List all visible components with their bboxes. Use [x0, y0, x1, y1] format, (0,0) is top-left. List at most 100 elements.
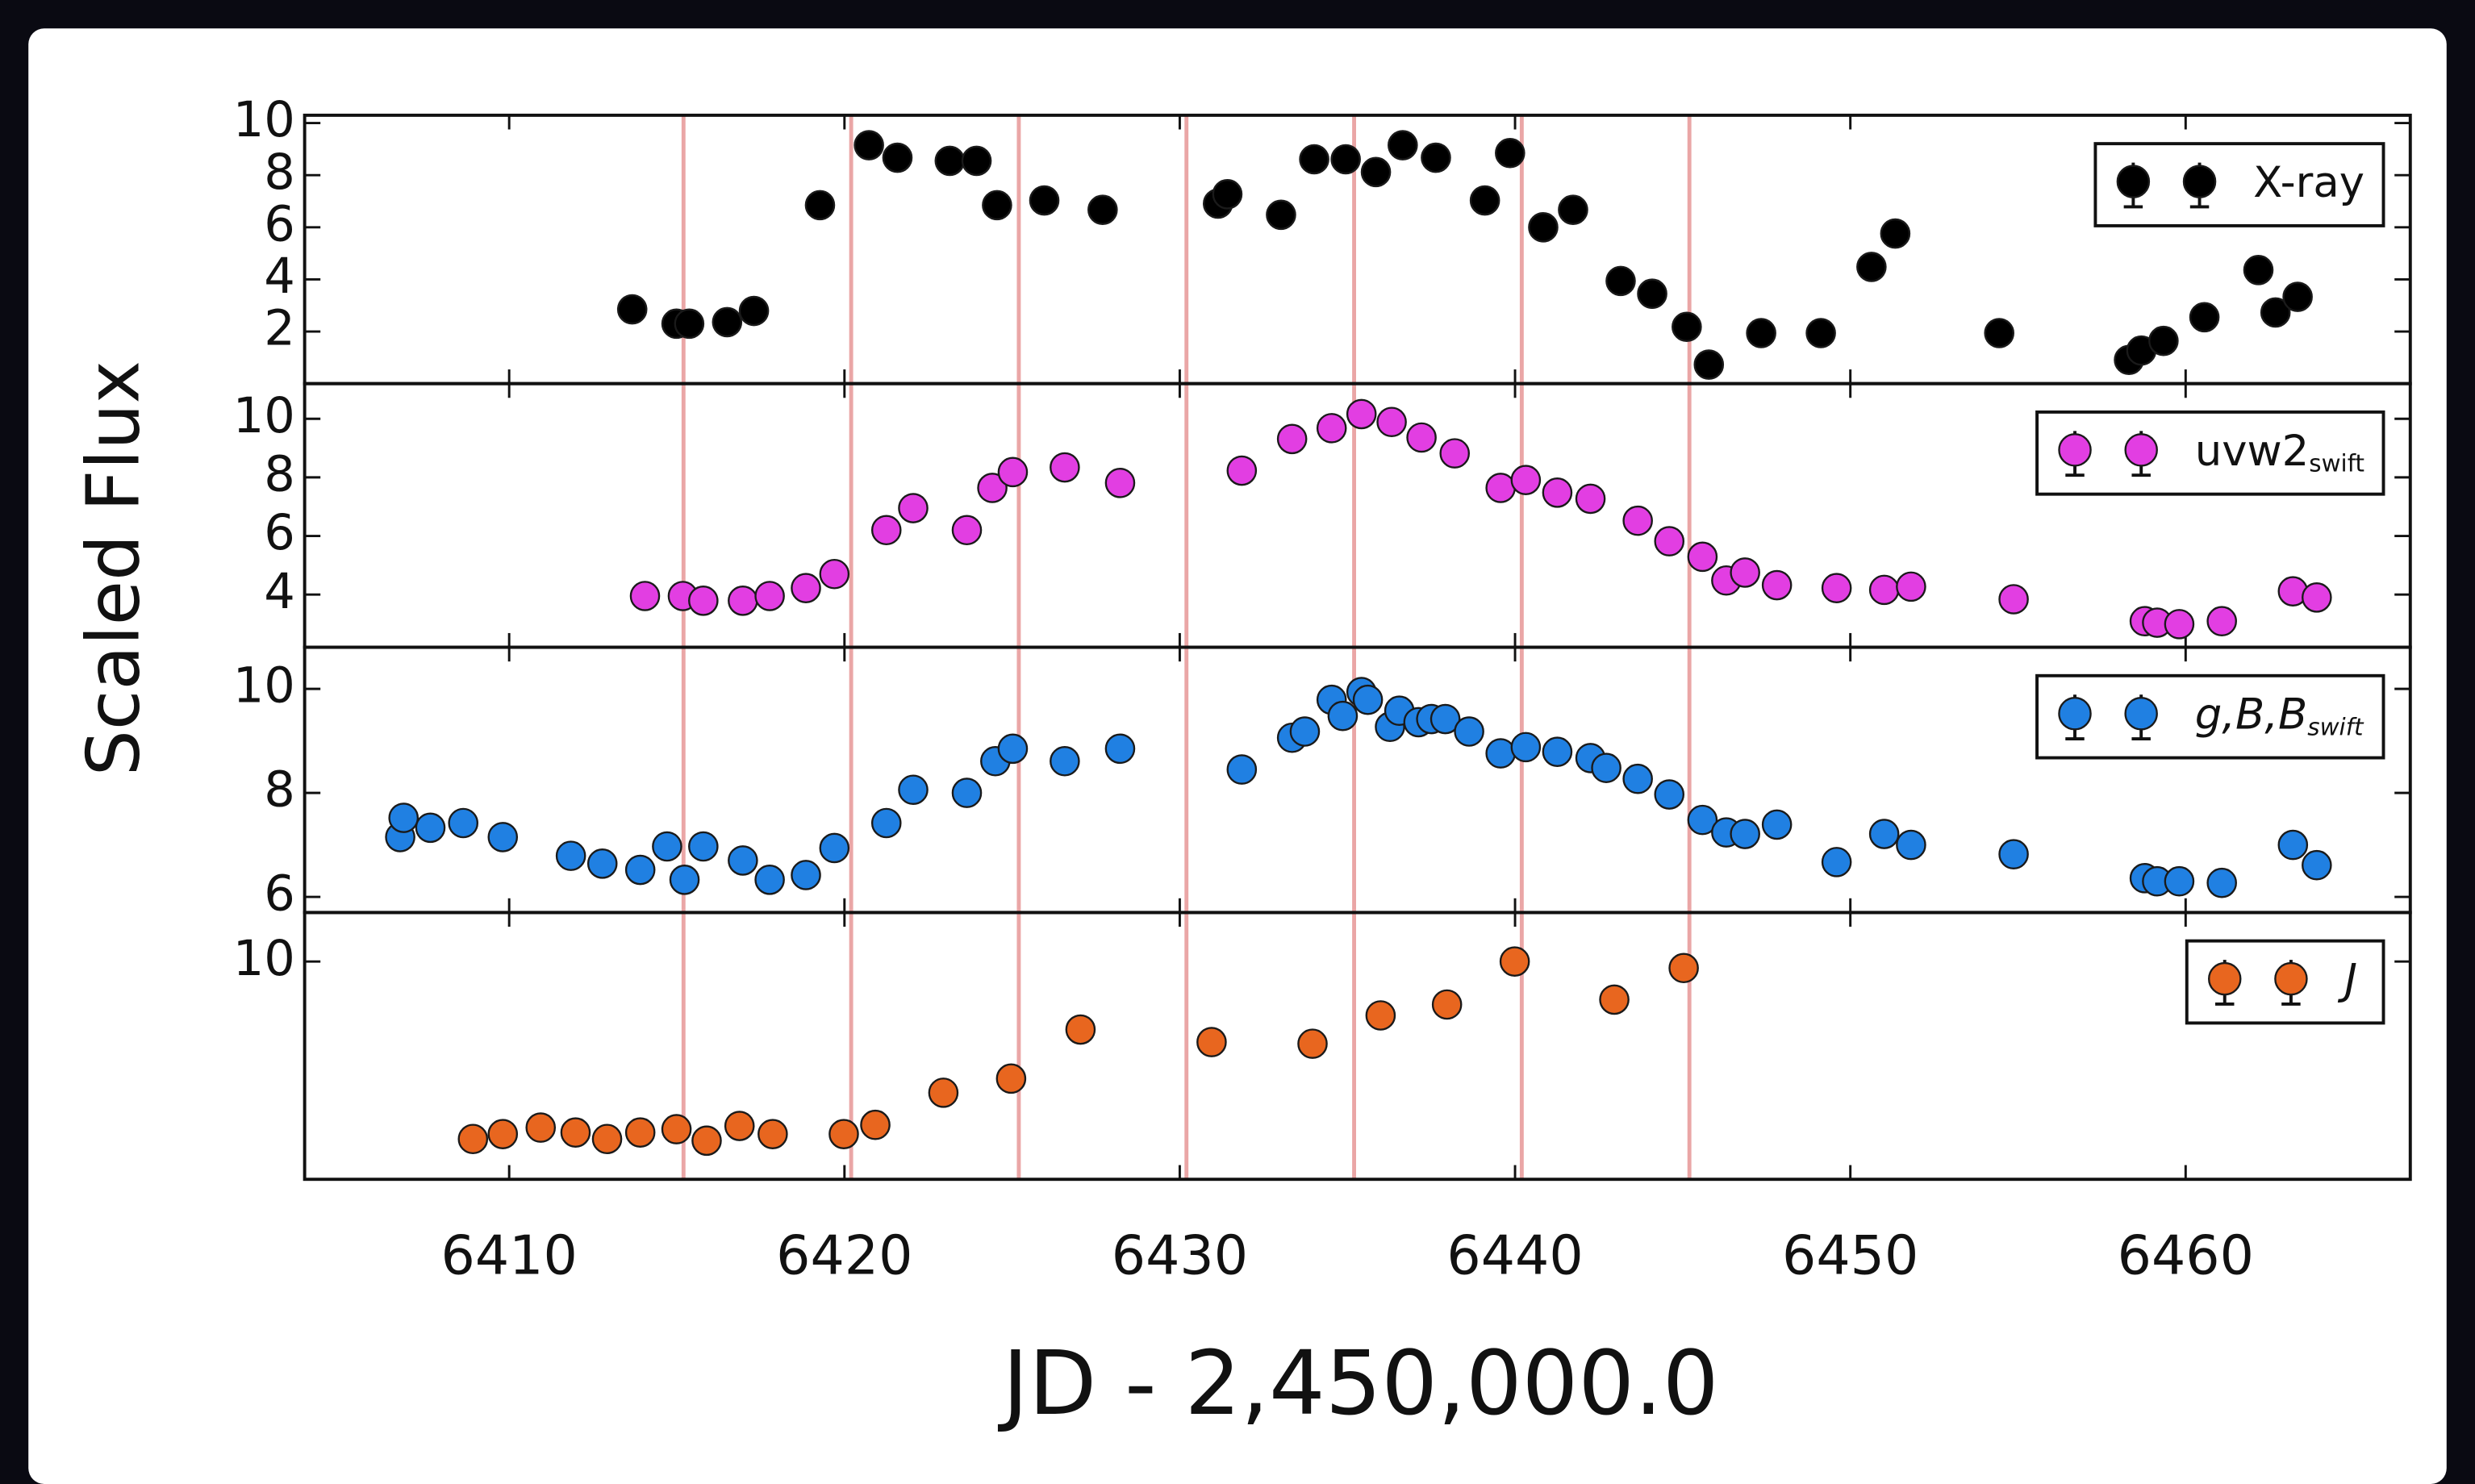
data-point: [1050, 745, 1080, 777]
data-point: [487, 822, 519, 852]
data-point: [1104, 733, 1136, 765]
data-point: [2302, 849, 2332, 881]
legend-marker: [2058, 697, 2092, 731]
legend: g,B,Bswift: [2035, 673, 2385, 760]
data-point: [1196, 1027, 1227, 1057]
data-point: [754, 864, 785, 895]
data-point: [1330, 144, 1361, 175]
data-point: [661, 1114, 692, 1144]
data-point: [1510, 732, 1542, 763]
data-point: [1591, 752, 1621, 783]
data-point: [898, 774, 929, 806]
x-tick-label: 6450: [1782, 1224, 1918, 1287]
data-point: [688, 831, 719, 862]
legend: X-ray: [2093, 142, 2385, 227]
data-point: [629, 581, 661, 611]
data-point: [674, 308, 705, 340]
data-point: [1605, 265, 1636, 297]
data-point: [1266, 199, 1296, 231]
data-point: [2164, 609, 2195, 640]
data-point: [1761, 569, 1793, 601]
data-point: [1495, 137, 1525, 169]
data-point: [951, 515, 983, 546]
data-point: [1212, 178, 1243, 210]
data-point: [961, 145, 992, 177]
data-point: [2206, 867, 2237, 898]
data-point: [624, 1117, 656, 1148]
x-tick-label: 6440: [1446, 1224, 1583, 1287]
legend-label: X-ray: [2253, 158, 2364, 207]
y-tick-label: 10: [233, 92, 295, 148]
legend-name: uvw2: [2195, 426, 2310, 475]
data-point: [1406, 422, 1437, 453]
data-point: [997, 733, 1029, 765]
data-point: [1599, 984, 1630, 1015]
data-point: [1542, 477, 1573, 508]
data-point: [652, 831, 682, 862]
data-point: [591, 1123, 623, 1155]
legend-marker: [2116, 165, 2151, 198]
legend-marker: [2182, 165, 2217, 198]
data-point: [828, 1119, 859, 1149]
y-axis-label: Scaled Flux: [72, 361, 157, 776]
data-point: [1687, 804, 1718, 836]
data-point: [2148, 325, 2179, 356]
data-point: [616, 294, 648, 325]
data-point: [1431, 989, 1463, 1020]
x-tick-label: 6410: [441, 1224, 578, 1287]
y-tick-label: 10: [233, 388, 295, 444]
data-point: [669, 864, 700, 895]
data-point: [1388, 130, 1418, 160]
data-point: [951, 777, 983, 808]
data-point: [1672, 311, 1702, 343]
legend-label: uvw2swift: [2195, 426, 2364, 477]
data-point: [1376, 406, 1407, 438]
data-point: [2260, 297, 2291, 328]
data-point: [1352, 684, 1384, 715]
data-point: [854, 130, 884, 160]
data-point: [1104, 467, 1136, 498]
y-tick-label: 6: [264, 196, 295, 252]
data-point: [2164, 865, 2195, 897]
data-point: [1316, 413, 1347, 444]
legend-label: g,B,Bswift: [2195, 690, 2364, 740]
data-point: [1276, 423, 1308, 455]
legend-name: g,B,B: [2195, 690, 2308, 739]
data-point: [586, 848, 618, 879]
data-point: [1542, 736, 1573, 767]
data-point: [791, 573, 821, 603]
data-point: [2243, 255, 2274, 286]
x-axis-label: JD - 2,450,000.0: [998, 1332, 1719, 1435]
data-point: [1575, 483, 1606, 515]
data-point: [819, 832, 850, 864]
data-point: [1327, 700, 1359, 732]
data-point: [1805, 318, 1836, 348]
data-point: [1029, 185, 1060, 216]
data-point: [1730, 819, 1760, 849]
data-point: [1654, 526, 1685, 556]
data-point: [1856, 252, 1887, 282]
data-point: [928, 1078, 959, 1108]
y-tick-label: 10: [233, 931, 295, 987]
data-point: [738, 295, 770, 327]
y-tick-label: 2: [264, 301, 295, 357]
x-tick-label: 6420: [776, 1224, 912, 1287]
legend-box: [2035, 673, 2385, 760]
panel-frame: [303, 911, 2412, 1182]
data-point: [525, 1112, 557, 1143]
data-point: [758, 1119, 788, 1149]
data-point: [2282, 281, 2313, 312]
data-point: [691, 1125, 722, 1157]
data-point: [1654, 779, 1685, 810]
data-point: [1821, 573, 1852, 603]
data-point: [448, 807, 479, 839]
data-point: [1289, 716, 1321, 747]
legend-subscript: swift: [2307, 713, 2364, 740]
y-tick-label: 6: [264, 866, 295, 923]
data-point: [1469, 185, 1500, 216]
data-point: [2206, 606, 2237, 637]
legend-name: X-ray: [2253, 158, 2364, 207]
data-point: [1439, 438, 1471, 469]
data-point: [934, 145, 966, 177]
